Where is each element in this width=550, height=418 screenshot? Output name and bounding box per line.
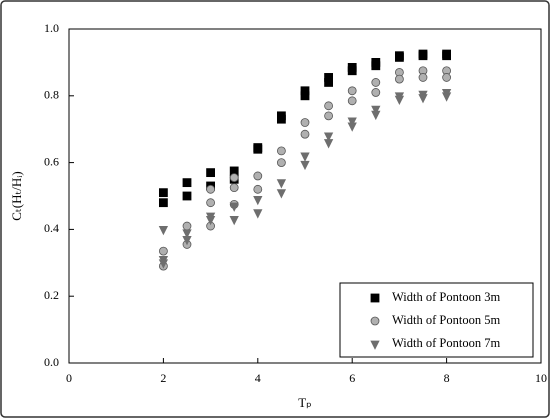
y-tick-label: 0.8 [44, 88, 59, 102]
point [347, 86, 357, 96]
point [323, 139, 334, 149]
point [158, 259, 169, 269]
x-axis-label: Tₚ [298, 395, 312, 410]
point [394, 95, 405, 106]
y-tick-label: 0.2 [44, 288, 59, 302]
point [253, 195, 263, 206]
point [229, 183, 239, 193]
point [182, 221, 192, 231]
point [276, 158, 286, 168]
point [206, 184, 216, 194]
y-tick-label: 0.0 [44, 355, 59, 369]
point [253, 171, 263, 181]
legend-label: Width of Pontoon 7m [392, 336, 500, 350]
point [441, 92, 452, 102]
point [324, 101, 334, 111]
point [276, 189, 287, 199]
x-tick-label: 0 [66, 371, 72, 385]
point [347, 66, 357, 76]
y-tick-label: 0.4 [44, 221, 59, 235]
point [229, 202, 239, 212]
point [371, 110, 381, 121]
point [394, 52, 404, 62]
point [253, 184, 263, 194]
x-tick-label: 10 [535, 371, 547, 385]
point [206, 198, 216, 208]
legend-marker [370, 293, 380, 303]
point [347, 117, 357, 127]
point [442, 51, 452, 61]
point [158, 226, 169, 236]
point [182, 178, 192, 188]
point [371, 88, 381, 97]
legend-marker [370, 340, 380, 350]
point [300, 91, 310, 101]
legend-marker [370, 316, 380, 326]
y-tick-label: 0.6 [44, 154, 59, 168]
point [394, 74, 404, 84]
point [182, 236, 192, 246]
y-axis-label: Cₜ(Hₜ/Hᵢ) [9, 171, 24, 221]
point [276, 179, 287, 189]
point [158, 246, 168, 256]
point [371, 78, 381, 87]
point [418, 73, 428, 82]
point [418, 94, 428, 104]
point [324, 111, 334, 121]
legend-label: Width of Pontoon 5m [392, 313, 500, 327]
y-tick-label: 1.0 [44, 21, 59, 35]
plot-area [68, 28, 542, 364]
point [300, 129, 310, 139]
point [276, 114, 286, 124]
point [158, 198, 168, 208]
point [229, 215, 239, 226]
point [253, 144, 263, 154]
point [371, 61, 381, 71]
point [323, 132, 334, 142]
point [206, 168, 216, 178]
x-tick-label: 6 [349, 371, 355, 385]
point [442, 73, 452, 82]
point [229, 173, 239, 183]
point [300, 160, 310, 171]
legend-label: Width of Pontoon 3m [392, 290, 500, 304]
point [182, 229, 192, 239]
x-tick-label: 8 [444, 371, 450, 385]
point [418, 51, 428, 61]
point [347, 96, 357, 106]
point [371, 105, 381, 116]
point [347, 122, 357, 132]
point [158, 188, 168, 198]
point [276, 146, 286, 156]
point [253, 209, 263, 219]
point [300, 152, 310, 162]
x-tick-label: 4 [255, 371, 261, 385]
x-tick-label: 2 [160, 371, 166, 385]
point [300, 118, 310, 127]
point [182, 191, 192, 201]
point [205, 215, 216, 226]
point [324, 78, 334, 87]
